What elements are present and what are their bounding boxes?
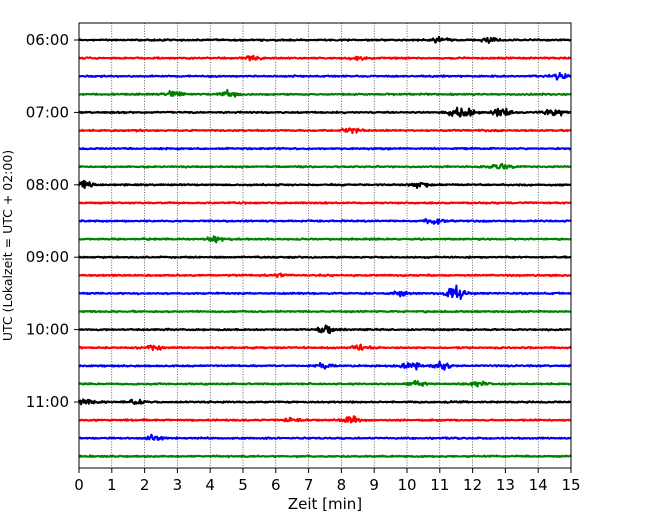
trace-row <box>78 71 572 81</box>
x-axis-label: Zeit [min] <box>288 495 362 513</box>
trace-row <box>78 88 572 98</box>
trace-row <box>78 284 572 301</box>
trace-row <box>78 343 572 352</box>
trace-row <box>78 309 572 314</box>
x-tick-label: 15 <box>561 476 580 494</box>
y-tick-label: 11:00 <box>26 393 69 411</box>
trace-row <box>78 433 572 441</box>
x-axis-ticks: 0 1 2 3 4 5 6 7 8 9 10 11 12 13 14 15 <box>74 468 581 494</box>
trace-row <box>78 324 572 335</box>
trace-row <box>78 454 572 459</box>
y-axis-ticks: 06:00 07:00 08:00 09:00 10:00 11:00 <box>26 31 79 411</box>
x-tick-label: 1 <box>107 476 117 494</box>
plot-frame <box>78 22 572 469</box>
y-tick-label: 08:00 <box>26 176 69 194</box>
trace-row <box>78 360 572 371</box>
seismogram-traces <box>77 35 572 459</box>
trace-row <box>78 54 572 62</box>
trace-row <box>78 146 572 151</box>
x-tick-label: 10 <box>397 476 416 494</box>
x-tick-label: 0 <box>74 476 84 494</box>
x-tick-label: 14 <box>529 476 548 494</box>
x-tick-label: 8 <box>337 476 347 494</box>
trace-row <box>78 201 572 205</box>
x-tick-label: 4 <box>205 476 215 494</box>
trace-row <box>78 235 572 244</box>
trace-row <box>78 127 572 135</box>
trace-row <box>78 379 572 388</box>
trace-row <box>78 415 572 424</box>
y-tick-label: 09:00 <box>26 248 69 266</box>
trace-row <box>78 162 572 170</box>
x-tick-label: 11 <box>430 476 449 494</box>
trace-row <box>77 179 572 190</box>
trace-row <box>78 106 572 118</box>
trace-row <box>78 35 572 44</box>
x-tick-label: 7 <box>304 476 314 494</box>
y-axis-label: UTC (Lokalzeit = UTC + 02:00) <box>0 150 15 341</box>
x-tick-label: 5 <box>238 476 248 494</box>
x-tick-label: 9 <box>369 476 379 494</box>
x-tick-label: 3 <box>173 476 183 494</box>
trace-row <box>78 218 572 225</box>
y-tick-label: 07:00 <box>26 103 69 121</box>
trace-row <box>77 398 572 406</box>
x-tick-label: 12 <box>463 476 482 494</box>
x-tick-label: 2 <box>140 476 150 494</box>
x-tick-label: 6 <box>271 476 281 494</box>
trace-row <box>78 255 572 260</box>
y-tick-label: 10:00 <box>26 321 69 339</box>
x-tick-label: 13 <box>496 476 515 494</box>
y-tick-label: 06:00 <box>26 31 69 49</box>
trace-row <box>78 272 572 279</box>
